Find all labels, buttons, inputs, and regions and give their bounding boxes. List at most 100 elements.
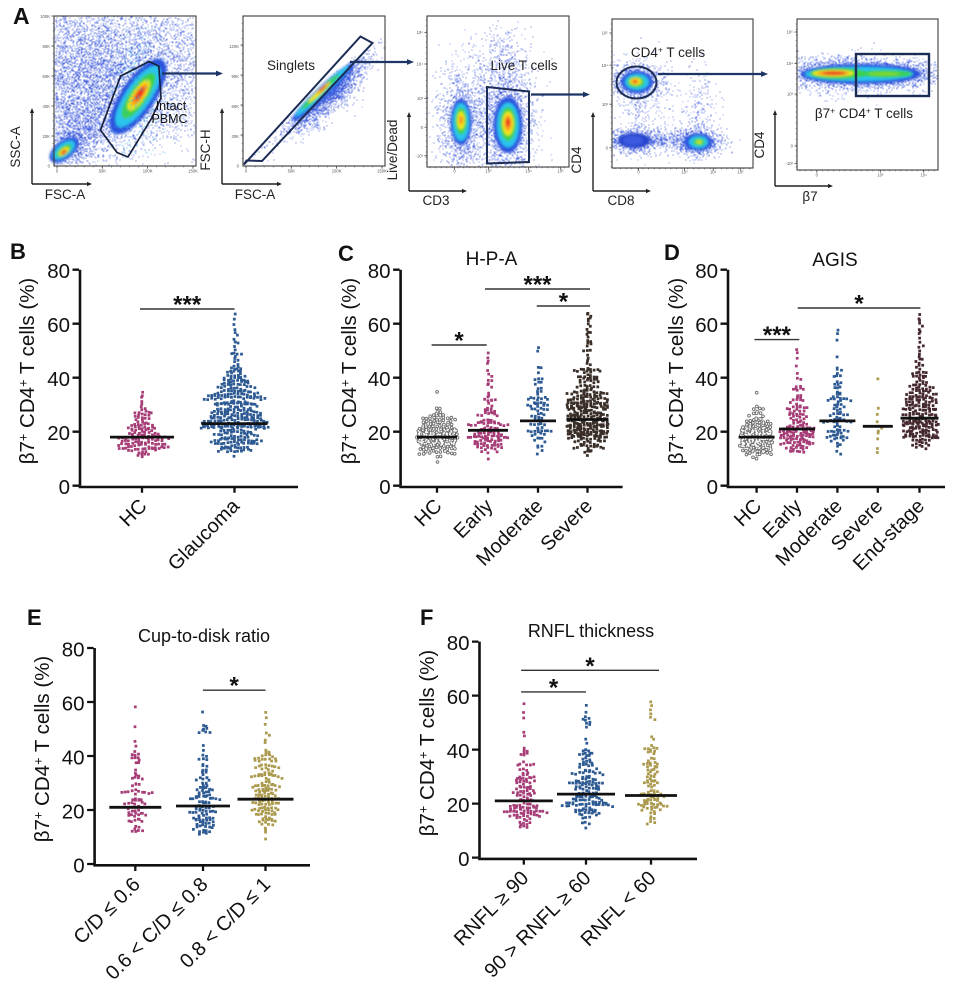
svg-text:20: 20: [62, 800, 85, 823]
svg-text:Intact: Intact: [156, 99, 187, 113]
svg-text:E: E: [27, 605, 42, 630]
svg-text:80: 80: [695, 260, 718, 283]
svg-text:*: *: [854, 291, 864, 318]
svg-text:RNFL thickness: RNFL thickness: [528, 621, 654, 641]
svg-text:0: 0: [707, 476, 718, 499]
svg-text:β7: β7: [802, 189, 817, 204]
svg-text:10⁴: 10⁴: [710, 170, 717, 175]
svg-text:60: 60: [368, 314, 391, 337]
svg-text:0: 0: [48, 164, 51, 169]
svg-text:40K: 40K: [43, 104, 51, 109]
svg-text:CD4+​ T cells: CD4+​ T cells: [631, 45, 705, 60]
svg-text:20: 20: [368, 422, 391, 445]
svg-text:FSC-A: FSC-A: [235, 187, 276, 202]
svg-text:0: 0: [245, 169, 248, 174]
svg-text:CD8: CD8: [607, 193, 634, 208]
svg-text:***: ***: [523, 272, 552, 299]
svg-text:60K: 60K: [232, 104, 240, 109]
svg-text:40: 40: [62, 746, 85, 769]
svg-text:0: 0: [791, 144, 794, 149]
svg-text:60: 60: [695, 314, 718, 337]
svg-text:*: *: [549, 674, 559, 701]
svg-text:10³: 10³: [417, 96, 424, 101]
svg-text:60: 60: [447, 686, 470, 709]
svg-text:60: 60: [62, 692, 85, 715]
svg-text:20: 20: [447, 794, 470, 817]
svg-text:0: 0: [637, 170, 640, 175]
svg-text:F: F: [420, 605, 433, 630]
svg-text:60: 60: [47, 314, 70, 337]
svg-text:β7+​ CD4+​ T cells (%): β7+​ CD4+​ T cells (%): [665, 278, 688, 465]
svg-text:80: 80: [447, 632, 470, 655]
svg-text:0: 0: [453, 169, 456, 174]
svg-text:40: 40: [447, 740, 470, 763]
svg-text:30K: 30K: [232, 134, 240, 139]
svg-text:100K: 100K: [143, 169, 153, 174]
svg-text:120K: 120K: [229, 44, 239, 49]
svg-text:-10³: -10³: [416, 154, 424, 159]
svg-text:0: 0: [73, 854, 84, 877]
svg-text:20: 20: [47, 422, 70, 445]
svg-text:CD4: CD4: [752, 131, 767, 158]
svg-text:D: D: [664, 240, 680, 265]
svg-text:C: C: [338, 241, 354, 266]
svg-text:*: *: [559, 289, 569, 316]
svg-text:150K: 150K: [188, 169, 198, 174]
svg-text:Live/Dead: Live/Dead: [385, 120, 400, 181]
svg-text:0: 0: [56, 169, 59, 174]
svg-text:Cup-to-disk ratio: Cup-to-disk ratio: [138, 626, 270, 646]
svg-text:50K: 50K: [288, 169, 296, 174]
svg-text:AGIS: AGIS: [812, 250, 857, 271]
svg-text:10⁴: 10⁴: [602, 63, 609, 68]
svg-text:β7+​ CD4+​ T cells (%): β7+​ CD4+​ T cells (%): [16, 278, 39, 465]
svg-text:10⁵: 10⁵: [602, 31, 609, 36]
svg-text:β7+​ CD4+​ T cells: β7+​ CD4+​ T cells: [815, 106, 913, 121]
svg-text:B: B: [10, 239, 26, 264]
svg-text:10⁵: 10⁵: [557, 169, 564, 174]
svg-text:20: 20: [695, 422, 718, 445]
svg-text:PBMC: PBMC: [151, 112, 187, 126]
svg-text:CD4: CD4: [569, 146, 584, 173]
svg-text:*: *: [230, 673, 240, 700]
svg-text:90K: 90K: [232, 74, 240, 79]
svg-text:20K: 20K: [43, 134, 51, 139]
svg-text:Singlets: Singlets: [267, 58, 315, 73]
svg-text:40: 40: [695, 368, 718, 391]
svg-text:FSC-H: FSC-H: [198, 129, 213, 170]
svg-text:80: 80: [62, 638, 85, 661]
svg-text:0: 0: [606, 146, 609, 151]
svg-text:***: ***: [173, 292, 202, 319]
svg-text:β7+​ CD4+​ T cells (%): β7+​ CD4+​ T cells (%): [338, 278, 361, 465]
svg-text:0: 0: [421, 125, 424, 130]
svg-text:100K: 100K: [332, 169, 342, 174]
svg-text:60K: 60K: [43, 74, 51, 79]
svg-text:*: *: [585, 653, 595, 680]
svg-text:10⁴: 10⁴: [417, 62, 424, 67]
svg-text:-10²: -10²: [786, 161, 794, 166]
svg-text:10⁴: 10⁴: [920, 173, 927, 178]
svg-text:80K: 80K: [43, 44, 51, 49]
svg-text:10⁵: 10⁵: [787, 30, 794, 35]
svg-text:0: 0: [379, 476, 390, 499]
svg-text:80: 80: [368, 260, 391, 283]
svg-text:10³: 10³: [602, 102, 609, 107]
svg-text:50K: 50K: [99, 169, 107, 174]
svg-text:0: 0: [816, 173, 819, 178]
svg-text:10⁵: 10⁵: [417, 30, 424, 35]
svg-text:A: A: [13, 3, 30, 29]
svg-text:150K: 150K: [377, 169, 387, 174]
svg-text:10³: 10³: [877, 173, 884, 178]
svg-text:β7+​ CD4+​ T cells (%): β7+​ CD4+​ T cells (%): [416, 650, 439, 837]
svg-text:SSC-A: SSC-A: [8, 126, 23, 167]
svg-text:100K: 100K: [40, 14, 50, 19]
svg-text:10³: 10³: [681, 170, 688, 175]
svg-text:β7+​ CD4+​ T cells (%): β7+​ CD4+​ T cells (%): [31, 656, 54, 843]
svg-text:Live T cells: Live T cells: [490, 58, 557, 73]
svg-text:H-P-A: H-P-A: [466, 249, 518, 270]
svg-text:10³: 10³: [485, 169, 492, 174]
svg-text:40: 40: [47, 368, 70, 391]
svg-text:10⁴: 10⁴: [787, 61, 794, 66]
svg-text:40: 40: [368, 368, 391, 391]
svg-text:***: ***: [763, 322, 792, 349]
svg-text:10⁴: 10⁴: [525, 169, 532, 174]
